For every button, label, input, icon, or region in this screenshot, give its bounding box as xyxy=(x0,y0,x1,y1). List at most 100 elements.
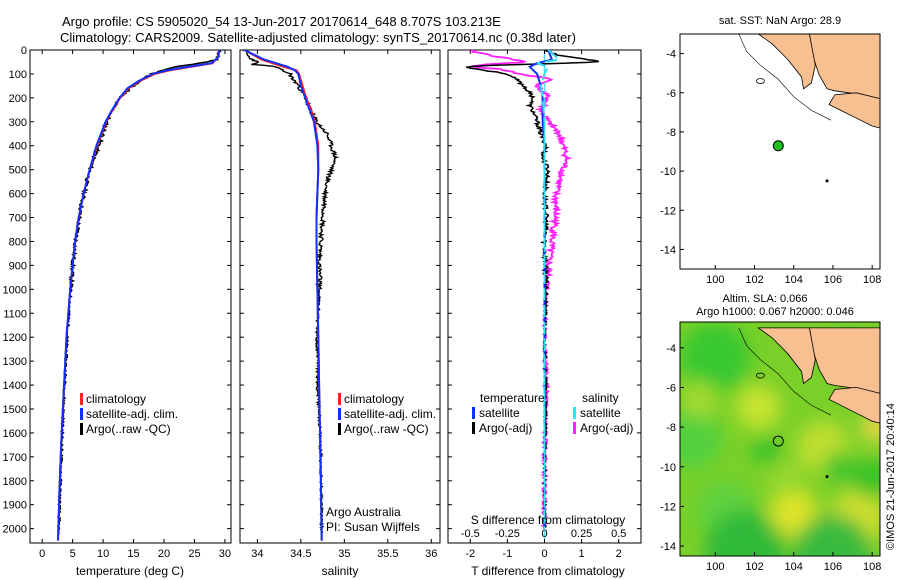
difference-legend-swatch-sal-argo xyxy=(573,422,576,434)
temperature-xtick-label-3: 15 xyxy=(127,548,139,560)
sla-map-sla-blob-0 xyxy=(680,322,751,393)
temperature-satellite-line xyxy=(57,50,221,541)
sla-map-ytick-label--4: -4 xyxy=(666,343,676,355)
salinity-legend-swatch-1 xyxy=(338,408,341,420)
sla-map-sla-blob-8 xyxy=(752,436,781,465)
sla-map-sla-blob-15 xyxy=(681,381,718,418)
salinity-legend-swatch-0 xyxy=(338,393,341,405)
temperature-legend-label-0: climatology xyxy=(86,392,146,406)
title-line-2: Climatology: CARS2009. Satellite-adjuste… xyxy=(60,30,576,45)
salinity-diff-tick-label-3: 0.25 xyxy=(571,528,592,540)
sst-map-ytick-label--4: -4 xyxy=(666,49,676,61)
sla-map-sla-field xyxy=(680,322,880,556)
depth-tick-label-1800: 1800 xyxy=(3,476,27,488)
depth-tick-label-1300: 1300 xyxy=(3,356,27,368)
credit-argo-australia: Argo Australia xyxy=(326,505,401,519)
salinity-axes-frame xyxy=(239,49,441,544)
sst-map-ytick-label--10: -10 xyxy=(660,166,676,178)
temperature-climatology-line xyxy=(57,50,220,541)
salinity-satellite-line xyxy=(243,50,323,541)
sla-map-depth-contour xyxy=(738,327,832,416)
sst-map-island-enggano xyxy=(755,78,765,84)
depth-tick-label-800: 800 xyxy=(9,236,27,248)
sla-map-xtick-label-100: 100 xyxy=(706,561,724,573)
difference-xtick-label-1: -1 xyxy=(502,548,512,560)
salinity-xtick-label-4: 36 xyxy=(425,548,437,560)
sst-map-ytick-label--14: -14 xyxy=(660,244,676,256)
title-line-1: Argo profile: CS 5905020_54 13-Jun-2017 … xyxy=(62,14,501,29)
difference-panel: -2 -1 0 1 2 -0.5 -0.25 0 0.25 0.5 S difference fr… xyxy=(447,49,642,578)
temperature-xtick-label-6: 30 xyxy=(219,548,231,560)
sst-map-landmass-1 xyxy=(828,92,880,129)
depth-tick-label-900: 900 xyxy=(9,260,27,272)
temperature-difference-argo-line xyxy=(465,50,600,529)
salinity-legend-label-0: climatology xyxy=(344,392,404,406)
sla-map-sla-blob-12 xyxy=(704,510,785,556)
sla-map-sla-blob-7 xyxy=(767,460,804,497)
sla-map-island-christmas xyxy=(825,475,829,479)
sst-map-xtick-label-108: 108 xyxy=(863,274,881,286)
temperature-xtick-label-5: 25 xyxy=(188,548,200,560)
difference-legend-label-temp-sat: satellite xyxy=(479,406,520,420)
salinity-xtick-label-2: 35 xyxy=(338,548,350,560)
sst-map-island-christmas xyxy=(825,179,829,183)
sla-map-panel: Altim. SLA: 0.066 Argo h1000: 0.067 h200… xyxy=(660,293,881,573)
sst-map-depth-contour xyxy=(738,34,832,121)
credit-pi-name: PI: Susan Wijffels xyxy=(326,520,420,534)
depth-tick-label-0: 0 xyxy=(21,45,27,57)
sla-map-title-2: Argo h1000: 0.067 h2000: 0.046 xyxy=(696,306,854,318)
salinity-climatology-line xyxy=(243,50,323,541)
temperature-legend-label-1: satellite-adj. clim. xyxy=(86,407,178,421)
depth-tick-label-1900: 1900 xyxy=(3,500,27,512)
sla-map-title-1: Altim. SLA: 0.066 xyxy=(723,293,808,305)
depth-tick-label-400: 400 xyxy=(9,141,27,153)
sst-map-xtick-label-102: 102 xyxy=(745,274,763,286)
temperature-argo-line xyxy=(56,50,222,534)
salinity-legend-label-2: Argo(..raw -QC) xyxy=(344,422,429,436)
salinity-diff-tick-label-2: 0 xyxy=(541,528,547,540)
sst-map-argo-marker xyxy=(772,140,784,152)
salinity-xtick-label-3: 35.5 xyxy=(377,548,398,560)
sst-map-xtick-label-104: 104 xyxy=(785,274,803,286)
salinity-diff-tick-label-4: 0.5 xyxy=(611,528,626,540)
sla-map-xtick-label-104: 104 xyxy=(785,561,803,573)
difference-legend-label-sal-sat: satellite xyxy=(580,406,621,420)
sla-map-frame xyxy=(679,321,881,557)
salinity-diff-tick-label-0: -0.5 xyxy=(461,528,480,540)
depth-tick-label-700: 700 xyxy=(9,213,27,225)
depth-tick-label-100: 100 xyxy=(9,69,27,81)
depth-tick-label-1500: 1500 xyxy=(3,404,27,416)
sla-map-sla-blob-3 xyxy=(736,385,781,430)
salinity-xtick-label-1: 34.5 xyxy=(290,548,311,560)
salinity-legend-label-1: satellite-adj. clim. xyxy=(344,407,436,421)
temperature-legend-label-2: Argo(..raw -QC) xyxy=(86,422,171,436)
sst-map-landmass-2 xyxy=(757,34,816,90)
depth-tick-label-200: 200 xyxy=(9,93,27,105)
depth-tick-label-1700: 1700 xyxy=(3,452,27,464)
temperature-x-label: temperature (deg C) xyxy=(76,564,184,578)
temperature-xtick-label-2: 10 xyxy=(97,548,109,560)
sla-map-ytick-label--6: -6 xyxy=(666,382,676,394)
salinity-x-label: salinity xyxy=(322,564,359,578)
temperature-legend-swatch-2 xyxy=(80,423,83,435)
difference-x-label: T difference from climatology xyxy=(471,564,625,578)
temperature-legend-swatch-0 xyxy=(80,393,83,405)
sla-map-landmass-0 xyxy=(808,327,880,394)
difference-top-label: S difference from climatology xyxy=(471,513,626,527)
salinity-diff-tick-label-1: -0.25 xyxy=(495,528,520,540)
sla-map-ytick-label--14: -14 xyxy=(660,541,676,553)
difference-legend-swatch-sal-sat xyxy=(573,407,576,419)
sst-map-xtick-label-100: 100 xyxy=(706,274,724,286)
sla-map-xtick-label-102: 102 xyxy=(745,561,763,573)
depth-tick-label-1100: 1100 xyxy=(3,308,27,320)
difference-xtick-label-4: 2 xyxy=(616,548,622,560)
sst-map-landmass-0 xyxy=(808,34,880,100)
difference-legend-label-temp-argo: Argo(-adj) xyxy=(479,421,532,435)
sst-map-title: sat. SST: NaN Argo: 28.9 xyxy=(719,15,841,27)
depth-tick-label-1400: 1400 xyxy=(3,380,27,392)
salinity-panel: 34 34.5 35 35.5 36 salinity climatologysatel… xyxy=(239,49,441,578)
salinity-argo-line xyxy=(242,50,340,534)
sla-map-landmass-1 xyxy=(828,386,880,424)
temperature-xtick-label-1: 5 xyxy=(70,548,76,560)
